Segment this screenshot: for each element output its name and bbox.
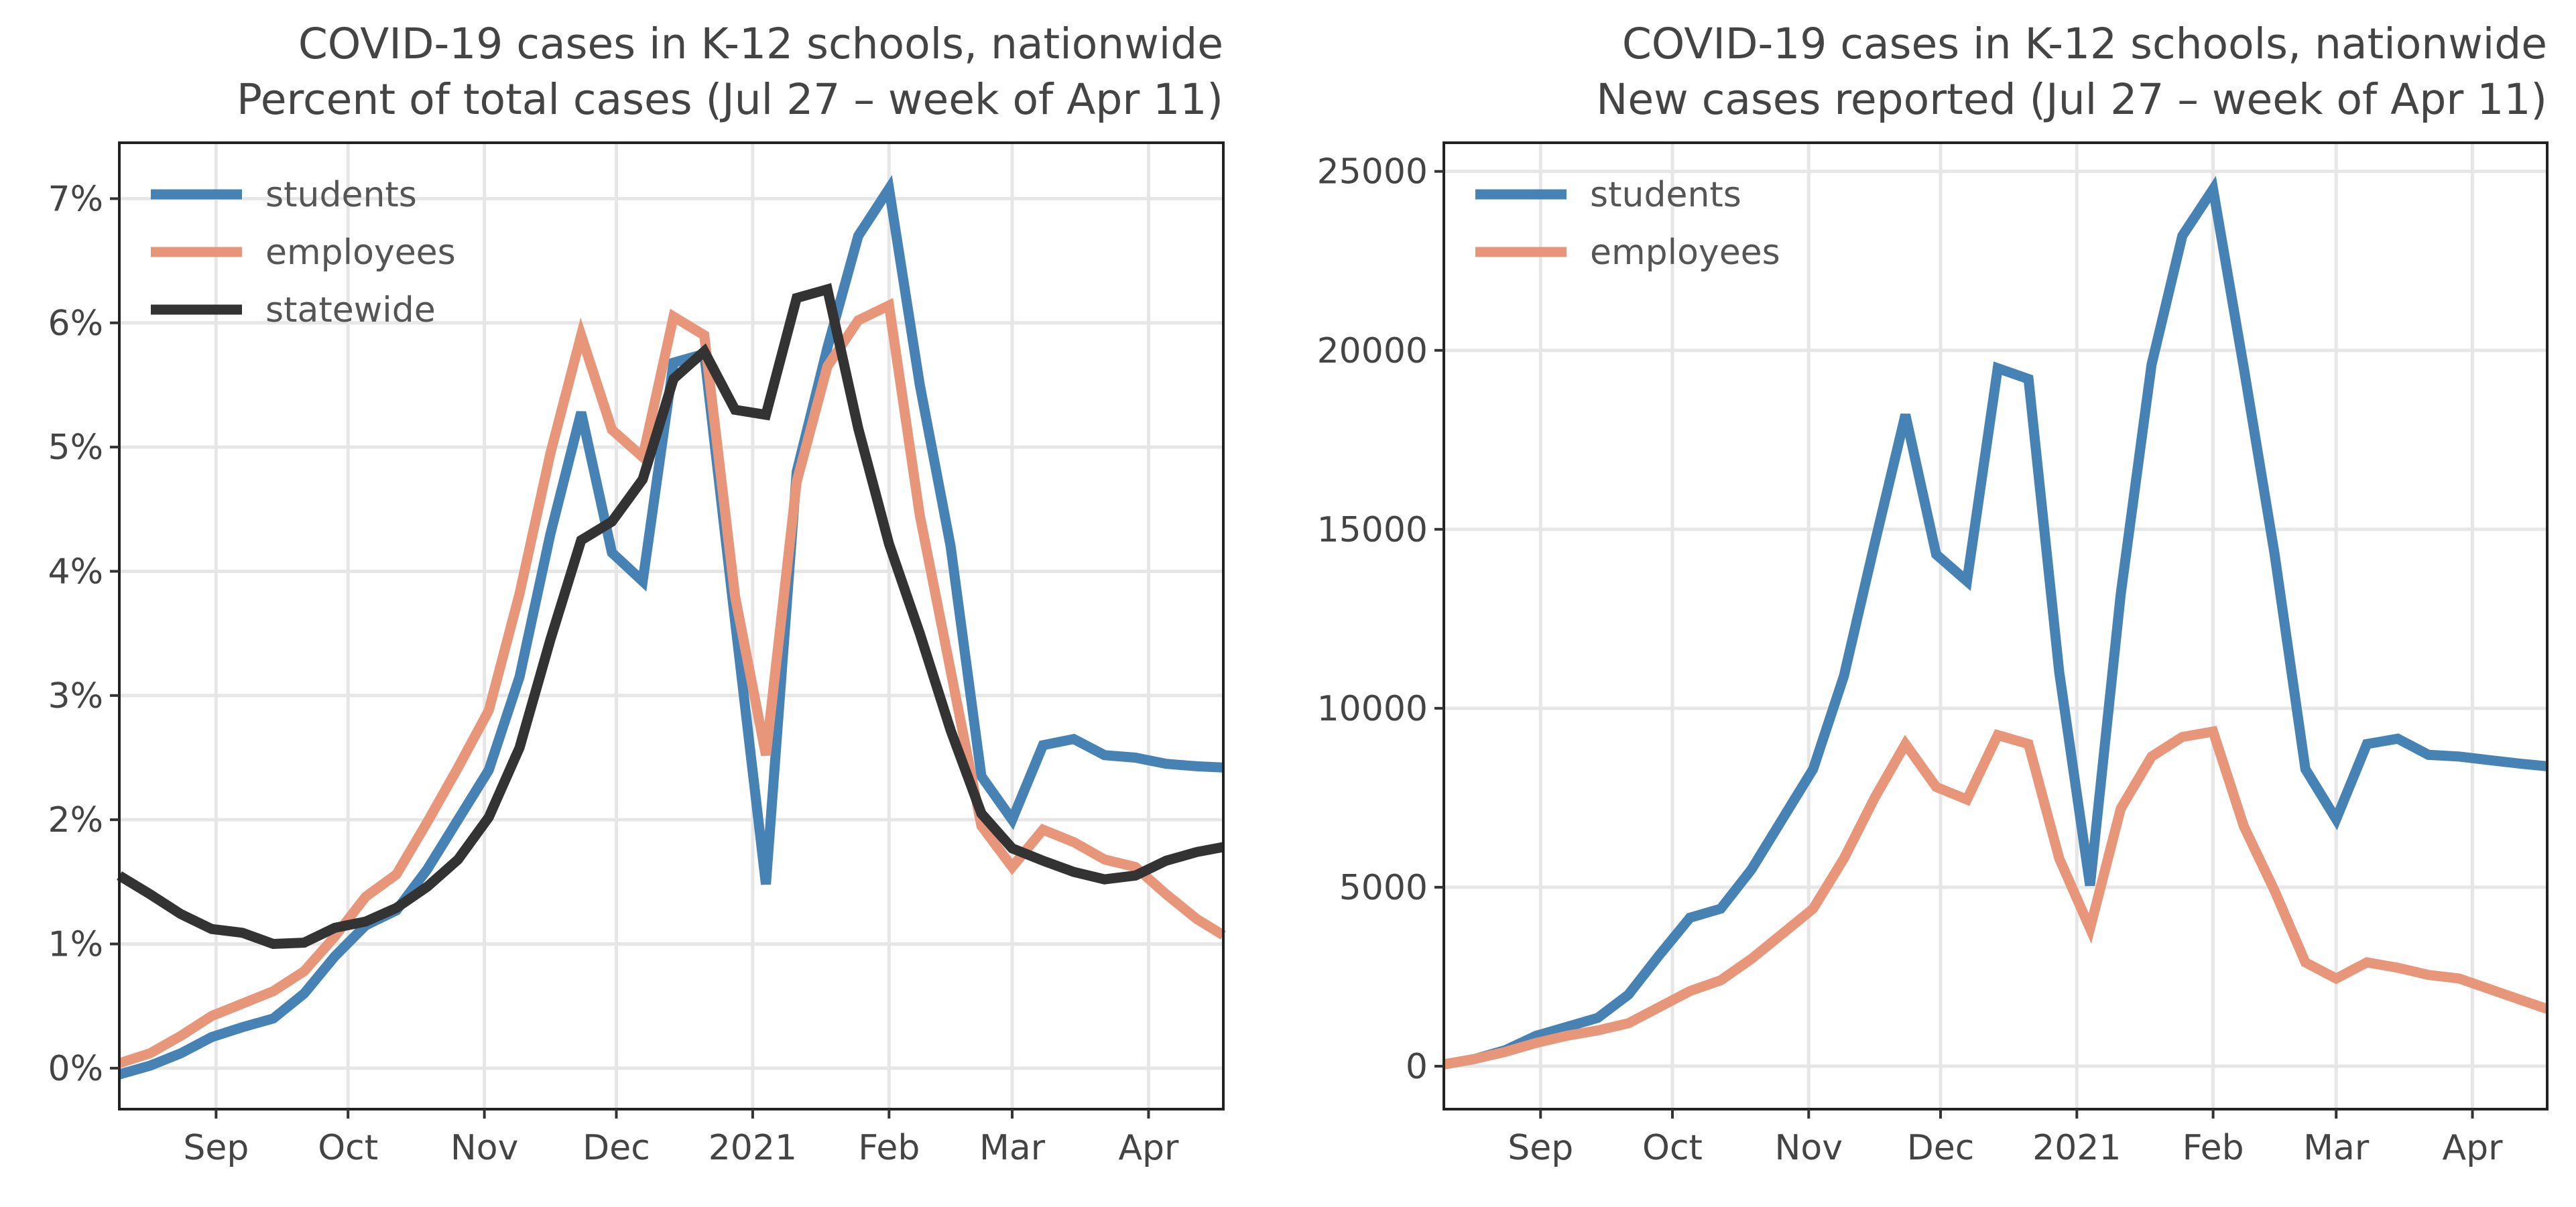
- y-tick-label: 2%: [48, 800, 104, 840]
- x-tick-label: Mar: [979, 1128, 1046, 1168]
- y-tick-label: 25000: [1317, 152, 1428, 192]
- y-tick-label: 1%: [48, 924, 104, 964]
- x-tick-label: Apr: [1118, 1128, 1179, 1168]
- series-line-students: [1443, 176, 2548, 1070]
- new-cases-panel-title: COVID-19 cases in K-12 schools, nationwi…: [1622, 19, 2547, 68]
- legend-label-students: students: [1590, 175, 1741, 215]
- y-tick-label: 0: [1406, 1047, 1428, 1087]
- x-tick-label: 2021: [2032, 1128, 2121, 1168]
- y-tick-label: 20000: [1317, 331, 1428, 371]
- percent-panel-series: [117, 175, 1226, 1080]
- new-cases-panel-series: [1443, 176, 2549, 1070]
- x-tick-label: Oct: [318, 1128, 378, 1168]
- y-tick-label: 6%: [48, 304, 104, 344]
- x-tick-label: Oct: [1642, 1128, 1703, 1168]
- legend-label-students: students: [265, 175, 417, 215]
- y-tick-label: 3%: [48, 676, 104, 716]
- percent-panel-axes: Sep Oct Nov Dec 2021 Feb Mar Apr 0% 1% 2% 3% 4% 5% 6% 7…: [48, 179, 1180, 1168]
- x-tick-label: Feb: [858, 1128, 920, 1168]
- series-line-students: [117, 175, 1224, 1080]
- series-line-employees: [1443, 726, 2549, 1070]
- x-tick-label: Nov: [450, 1128, 519, 1168]
- x-tick-label: Dec: [1907, 1128, 1975, 1168]
- x-tick-label: Sep: [183, 1128, 249, 1168]
- legend-label-employees: employees: [265, 233, 456, 273]
- percent-panel-frame: [118, 141, 1225, 1110]
- legend-label-employees: employees: [1590, 233, 1780, 273]
- percent-panel-subtitle: Percent of total cases (Jul 27 – week of…: [237, 75, 1223, 124]
- x-tick-label: 2021: [709, 1128, 797, 1168]
- percent-panel-grid: [119, 143, 1223, 1109]
- new-cases-panel-frame: [1443, 141, 2549, 1110]
- x-tick-label: Feb: [2183, 1128, 2244, 1168]
- x-tick-label: Mar: [2303, 1128, 2370, 1168]
- x-tick-label: Nov: [1775, 1128, 1843, 1168]
- percent-panel-legend: students employees statewide: [151, 175, 456, 330]
- y-tick-label: 7%: [48, 179, 104, 219]
- percent-panel: COVID-19 cases in K-12 schools, nationwi…: [48, 19, 1226, 1168]
- new-cases-panel: COVID-19 cases in K-12 schools, nationwi…: [1317, 19, 2549, 1168]
- legend-label-statewide: statewide: [265, 290, 436, 330]
- x-tick-label: Sep: [1508, 1128, 1573, 1168]
- percent-panel-title: COVID-19 cases in K-12 schools, nationwi…: [298, 19, 1223, 68]
- y-tick-label: 0%: [48, 1049, 104, 1089]
- y-tick-label: 15000: [1317, 510, 1428, 550]
- y-tick-label: 5%: [48, 428, 104, 468]
- y-tick-label: 5000: [1339, 868, 1428, 908]
- y-tick-label: 4%: [48, 552, 104, 592]
- y-tick-label: 10000: [1317, 689, 1428, 729]
- new-cases-panel-grid: [1444, 143, 2547, 1109]
- series-line-statewide: [117, 283, 1225, 950]
- series-line-employees: [117, 298, 1226, 1068]
- new-cases-panel-axes: Sep Oct Nov Dec 2021 Feb Mar Apr 0 5000 10000 15000…: [1317, 152, 2504, 1168]
- x-tick-label: Apr: [2443, 1128, 2504, 1168]
- new-cases-panel-subtitle: New cases reported (Jul 27 – week of Apr…: [1596, 75, 2547, 124]
- x-tick-label: Dec: [582, 1128, 650, 1168]
- new-cases-panel-legend: students employees: [1475, 175, 1780, 273]
